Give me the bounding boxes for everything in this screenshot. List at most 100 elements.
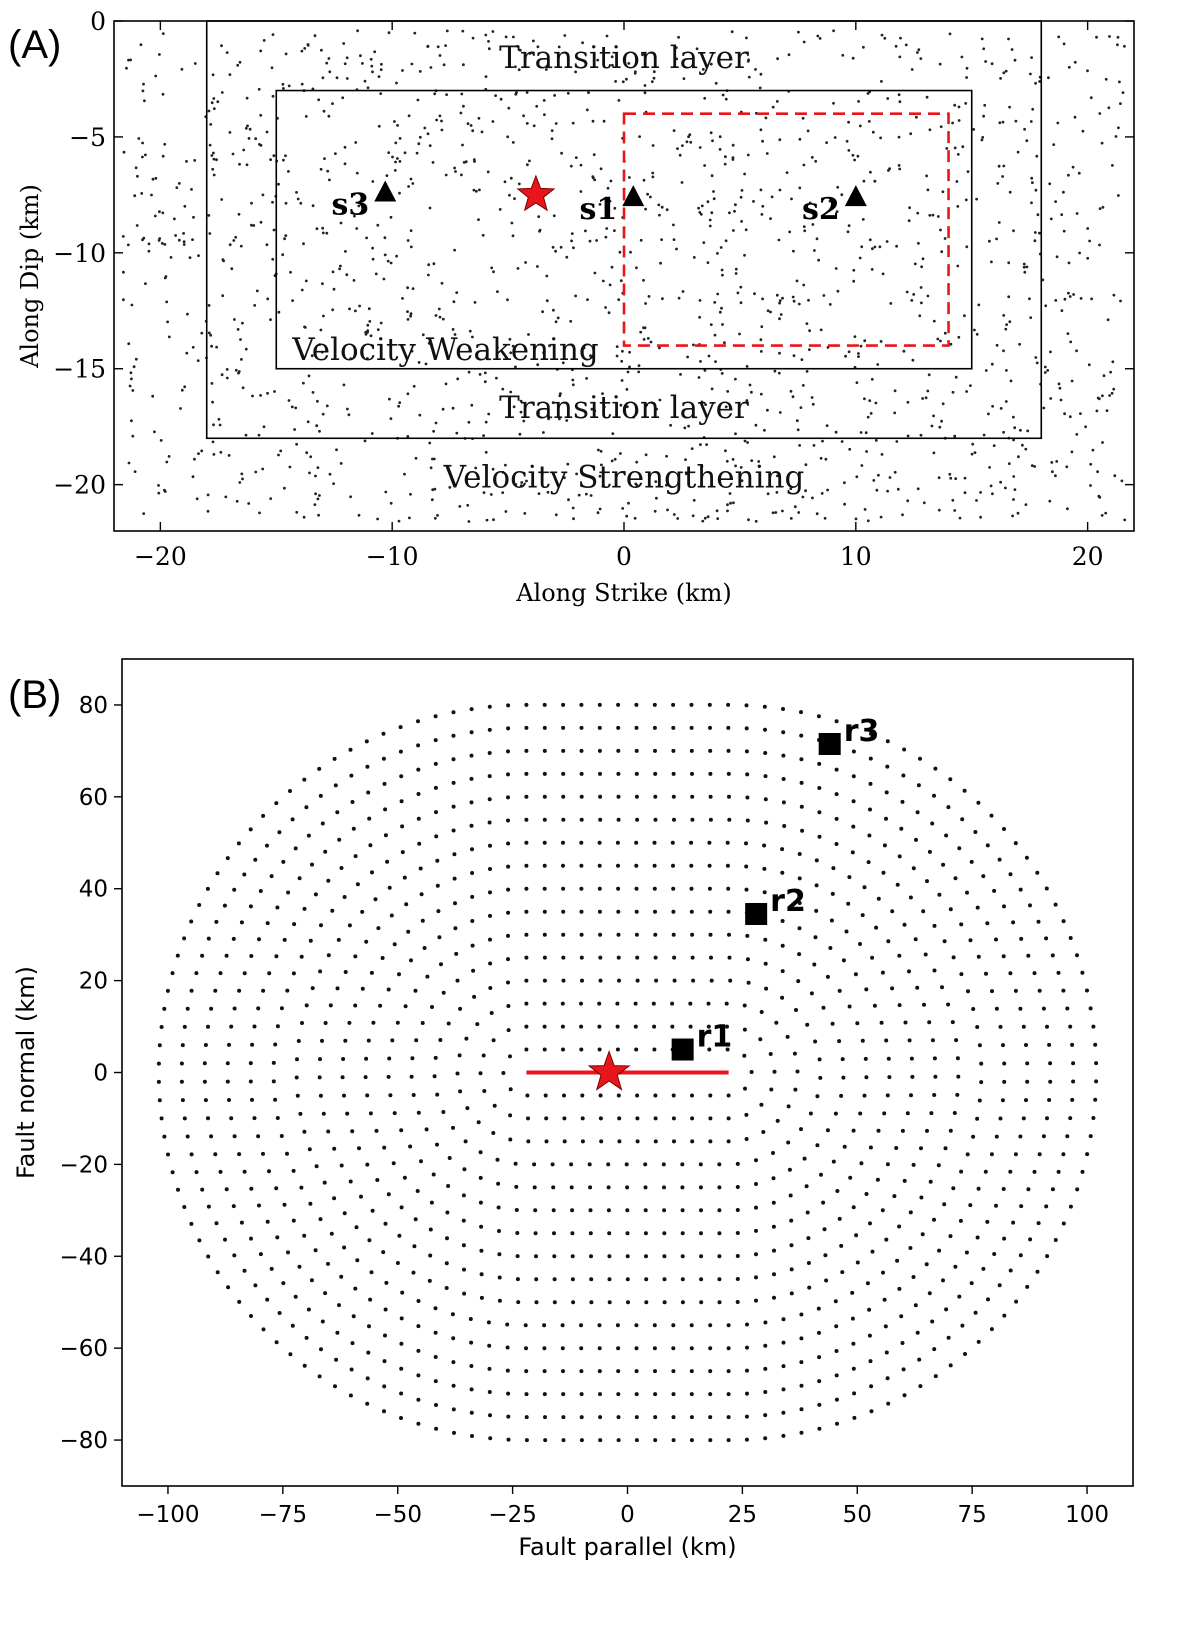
panel-b-point: [532, 1185, 537, 1190]
panel-b-point: [469, 1387, 474, 1392]
panel-b-point: [598, 978, 603, 983]
panel-b-point: [298, 1111, 303, 1116]
panel-b-point: [928, 1179, 933, 1184]
panel-a-point: [467, 370, 471, 374]
panel-a-point: [930, 424, 934, 428]
panel-a-point: [649, 340, 653, 344]
panel-a-point: [1069, 340, 1073, 344]
panel-a-point: [628, 176, 631, 179]
panel-b-point: [1002, 1079, 1007, 1084]
panel-a-point: [516, 44, 519, 48]
panel-a-point: [397, 404, 400, 408]
panel-b-point: [781, 1340, 786, 1345]
panel-b-point: [885, 1093, 890, 1098]
panel-a-point: [710, 387, 714, 391]
panel-a-point: [501, 491, 505, 494]
panel-b-point: [789, 1267, 794, 1272]
panel-b-point: [775, 1118, 780, 1123]
panel-a-point: [877, 473, 880, 477]
panel-b-point: [419, 1159, 423, 1164]
panel-b-point: [248, 827, 253, 832]
panel-a-point: [917, 48, 921, 52]
panel-a-point: [880, 33, 884, 37]
panel-a-point: [1116, 43, 1119, 47]
panel-b-point: [294, 1075, 299, 1080]
panel-a-point: [855, 381, 859, 384]
panel-b-point: [542, 725, 547, 730]
panel-b-point: [516, 1300, 521, 1305]
panel-a-point: [669, 423, 672, 427]
panel-a-point: [538, 228, 542, 232]
panel-b-point: [726, 1392, 731, 1397]
panel-b-point: [402, 1175, 407, 1180]
panel-b-point: [759, 1010, 764, 1014]
panel-b-point: [726, 1139, 731, 1144]
panel-a-point: [1005, 323, 1008, 326]
panel-a-point: [769, 310, 772, 314]
panel-a-point: [517, 68, 521, 72]
panel-b-point: [797, 926, 802, 931]
panel-b-point: [625, 1277, 630, 1282]
panel-a-point: [542, 351, 545, 355]
panel-a-point: [318, 343, 321, 346]
panel-a-point: [1091, 448, 1095, 452]
panel-b-point: [689, 1392, 694, 1397]
panel-b-point: [180, 1098, 185, 1103]
panel-a-point: [228, 73, 232, 76]
panel-a-point: [770, 195, 774, 199]
panel-a-point: [302, 242, 305, 246]
panel-b-point: [644, 1300, 649, 1305]
panel-b-point: [909, 1093, 913, 1098]
panel-a-point: [429, 466, 433, 470]
panel-b-point: [293, 846, 298, 851]
panel-b-point: [165, 988, 170, 993]
panel-a-point: [257, 433, 261, 437]
panel-b-point: [552, 1300, 557, 1305]
panel-b-point: [868, 1359, 873, 1364]
panel-b-point: [321, 1111, 326, 1116]
panel-a-point: [218, 423, 222, 427]
panel-b-point: [965, 1152, 970, 1157]
panel-b-point: [707, 886, 712, 891]
panel-a-point: [127, 58, 130, 62]
panel-b-point: [780, 847, 785, 852]
panel-b-point: [1037, 988, 1042, 993]
panel-a-point: [1023, 270, 1027, 274]
panel-a-point: [1013, 58, 1017, 62]
panel-b-point: [948, 907, 953, 912]
panel-a-point: [938, 425, 942, 429]
panel-b-point: [534, 1277, 539, 1282]
panel-b-point: [469, 1410, 474, 1415]
panel-b-point: [672, 817, 676, 822]
panel-a-point: [478, 373, 482, 376]
panel-b-point: [542, 955, 547, 960]
panel-a-point: [231, 152, 235, 156]
panel-a-point: [327, 57, 331, 60]
panel-b-point: [451, 733, 456, 738]
panel-a-point: [941, 190, 945, 194]
panel-b-point: [726, 1093, 731, 1098]
panel-a-point: [699, 212, 703, 216]
panel-b-point: [644, 1277, 649, 1282]
panel-b-point: [1070, 1042, 1075, 1047]
panel-b-point: [318, 1217, 323, 1222]
panel-b-point: [615, 1001, 620, 1006]
panel-b-point: [487, 704, 492, 709]
panel-b-point: [708, 1369, 713, 1374]
panel-b-point: [382, 781, 387, 786]
panel-a-point: [545, 65, 549, 68]
panel-b-point: [1048, 1061, 1053, 1066]
panel-b-point: [561, 909, 566, 914]
panel-b-point: [868, 781, 873, 786]
panel-a-point: [910, 68, 914, 71]
panel-b-point: [337, 1303, 341, 1308]
panel-a-point: [284, 234, 288, 238]
y-tick-label: −20: [59, 1152, 108, 1178]
panel-a-point: [1119, 299, 1122, 303]
panel-b-point: [497, 1252, 502, 1257]
panel-b-point: [561, 863, 565, 868]
panel-b-point: [763, 1413, 768, 1418]
panel-a-point: [1096, 470, 1099, 474]
panel-a-point: [460, 173, 463, 177]
panel-a-point: [795, 419, 799, 423]
